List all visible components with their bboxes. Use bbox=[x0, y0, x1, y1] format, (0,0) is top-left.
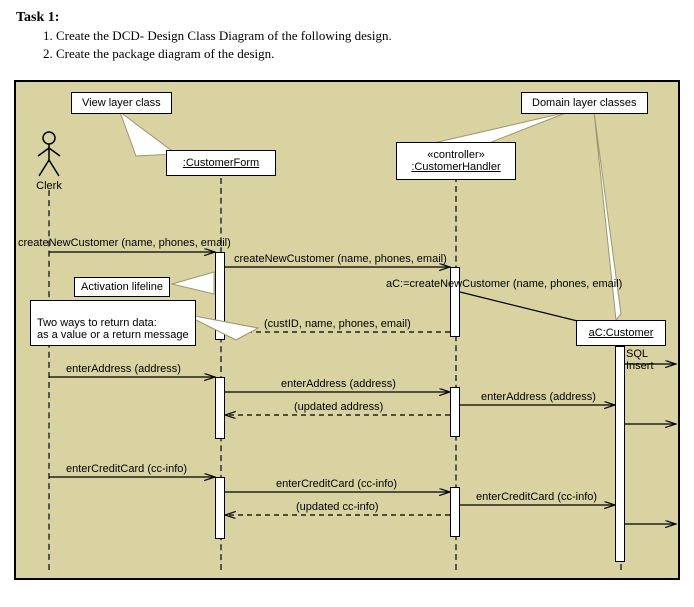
task-item-2: Create the package diagram of the design… bbox=[56, 46, 678, 62]
task-list: Create the DCD- Design Class Diagram of … bbox=[56, 28, 678, 62]
note-return-label: Two ways to return data: as a value or a… bbox=[37, 317, 189, 342]
note-activation-label: Activation lifeline bbox=[81, 281, 163, 293]
note-activation-lifeline: Activation lifeline bbox=[74, 277, 170, 297]
task-item-1: Create the DCD- Design Class Diagram of … bbox=[56, 28, 678, 44]
callout-view-layer-label: View layer class bbox=[82, 97, 161, 109]
sequence-diagram: View layer class Domain layer classes Cl… bbox=[14, 80, 680, 580]
callout-view-layer: View layer class bbox=[71, 92, 172, 114]
task-title: Task 1: bbox=[16, 10, 678, 26]
callout-domain-layer: Domain layer classes bbox=[521, 92, 648, 114]
header: Task 1: Create the DCD- Design Class Dia… bbox=[0, 0, 694, 70]
callout-domain-layer-label: Domain layer classes bbox=[532, 97, 637, 109]
note-return-data: Two ways to return data: as a value or a… bbox=[30, 300, 196, 346]
